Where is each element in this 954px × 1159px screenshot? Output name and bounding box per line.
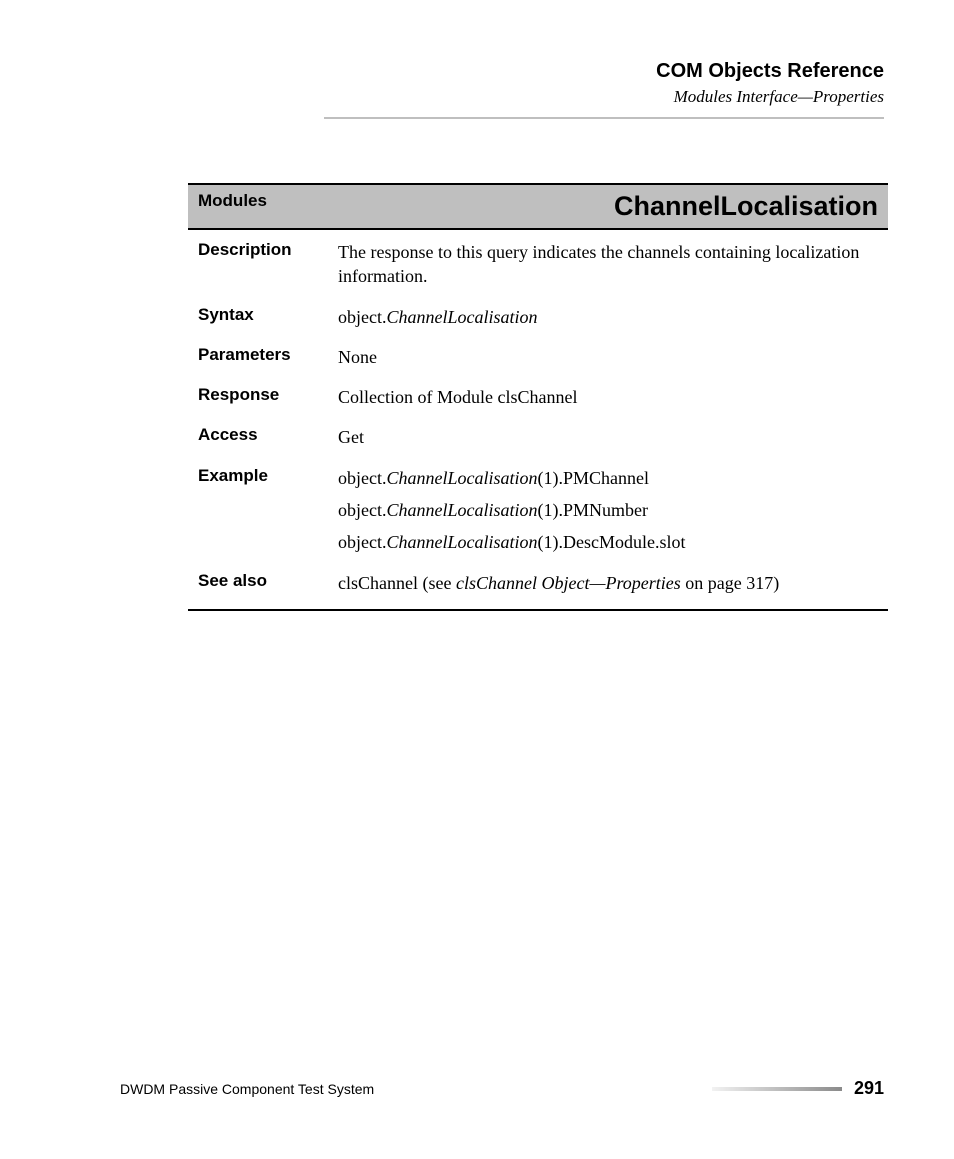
row-value-syntax: object.ChannelLocalisation <box>338 295 888 335</box>
header-rule <box>324 117 884 119</box>
footer-bar-icon <box>712 1087 842 1091</box>
example-italic: ChannelLocalisation <box>386 468 537 488</box>
example-line: object.ChannelLocalisation(1).DescModule… <box>338 530 878 554</box>
example-italic: ChannelLocalisation <box>386 500 537 520</box>
row-value-description: The response to this query indicates the… <box>338 229 888 295</box>
row-value-parameters: None <box>338 335 888 375</box>
footer-doc-title: DWDM Passive Component Test System <box>120 1081 374 1097</box>
example-prefix: object. <box>338 532 386 552</box>
table-header-left: Modules <box>188 184 338 229</box>
example-line: object.ChannelLocalisation(1).PMChannel <box>338 466 878 490</box>
table-header-right: ChannelLocalisation <box>338 184 888 229</box>
page-header: COM Objects Reference Modules Interface—… <box>120 60 884 119</box>
row-label-syntax: Syntax <box>188 295 338 335</box>
table-row: Syntax object.ChannelLocalisation <box>188 295 888 335</box>
seealso-prefix: clsChannel (see <box>338 573 456 593</box>
example-prefix: object. <box>338 500 386 520</box>
seealso-italic: clsChannel Object—Properties <box>456 573 681 593</box>
footer-page-number: 291 <box>854 1078 884 1099</box>
row-value-response: Collection of Module clsChannel <box>338 375 888 415</box>
row-label-description: Description <box>188 229 338 295</box>
syntax-italic: ChannelLocalisation <box>386 307 537 327</box>
example-line: object.ChannelLocalisation(1).PMNumber <box>338 498 878 522</box>
row-label-seealso: See also <box>188 561 338 610</box>
header-title: COM Objects Reference <box>120 60 884 83</box>
table-row: Description The response to this query i… <box>188 229 888 295</box>
table-row: Parameters None <box>188 335 888 375</box>
example-suffix: (1).PMNumber <box>538 500 649 520</box>
row-value-seealso: clsChannel (see clsChannel Object—Proper… <box>338 561 888 610</box>
table-row: Access Get <box>188 415 888 455</box>
example-prefix: object. <box>338 468 386 488</box>
row-value-access: Get <box>338 415 888 455</box>
table-row: Response Collection of Module clsChannel <box>188 375 888 415</box>
row-label-example: Example <box>188 456 338 561</box>
document-page: COM Objects Reference Modules Interface—… <box>0 0 954 1159</box>
example-italic: ChannelLocalisation <box>386 532 537 552</box>
row-label-response: Response <box>188 375 338 415</box>
row-label-access: Access <box>188 415 338 455</box>
syntax-prefix: object. <box>338 307 386 327</box>
page-footer: DWDM Passive Component Test System 291 <box>120 1078 884 1099</box>
row-value-example: object.ChannelLocalisation(1).PMChannel … <box>338 456 888 561</box>
seealso-suffix: on page 317) <box>681 573 779 593</box>
example-suffix: (1).DescModule.slot <box>538 532 686 552</box>
example-suffix: (1).PMChannel <box>538 468 650 488</box>
row-label-parameters: Parameters <box>188 335 338 375</box>
reference-table: Modules ChannelLocalisation Description … <box>188 183 888 611</box>
table-row: See also clsChannel (see clsChannel Obje… <box>188 561 888 610</box>
header-subtitle: Modules Interface—Properties <box>120 87 884 107</box>
table-header-row: Modules ChannelLocalisation <box>188 184 888 229</box>
table-row: Example object.ChannelLocalisation(1).PM… <box>188 456 888 561</box>
